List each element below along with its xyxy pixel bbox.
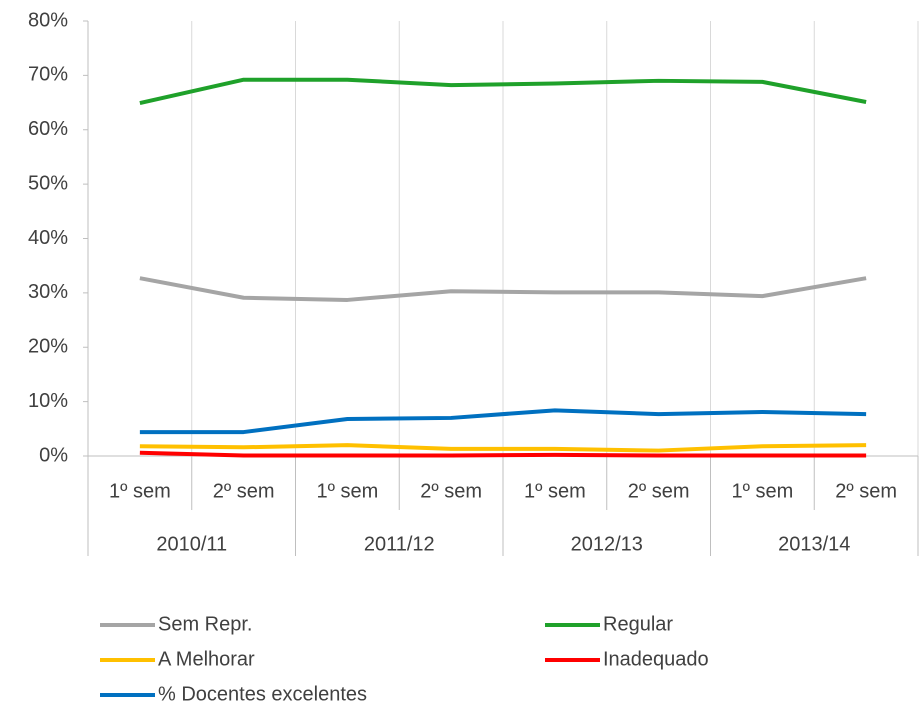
- x-tick-label: 2º sem: [420, 480, 482, 502]
- line: [139, 77, 867, 106]
- y-tick-label: 20%: [28, 336, 68, 358]
- x-tick-label: 2º sem: [835, 480, 897, 502]
- x-tick-label: 1º sem: [316, 480, 378, 502]
- legend-label: Inadequado: [603, 648, 709, 670]
- x-tick-label: 2º sem: [213, 480, 275, 502]
- x-tick-label: 1º sem: [731, 480, 793, 502]
- legend-label: A Melhorar: [158, 648, 255, 670]
- line: [139, 276, 867, 302]
- y-tick-label: 70%: [28, 64, 68, 86]
- x-tick-label: 1º sem: [109, 480, 171, 502]
- y-tick-label: 10%: [28, 390, 68, 412]
- y-tick-label: 0%: [39, 444, 68, 466]
- line: [139, 443, 867, 453]
- y-tick-label: 80%: [28, 9, 68, 31]
- line: [139, 450, 867, 458]
- legend-label: Regular: [603, 613, 673, 635]
- x-tick-label: 2º sem: [628, 480, 690, 502]
- legend-label: % Docentes excelentes: [158, 683, 367, 705]
- legend-label: Sem Repr.: [158, 613, 252, 635]
- y-tick-label: 30%: [28, 281, 68, 303]
- group-label: 2013/14: [778, 533, 850, 555]
- group-label: 2012/13: [571, 533, 643, 555]
- y-tick-label: 40%: [28, 227, 68, 249]
- group-label: 2010/11: [156, 533, 227, 555]
- line: [139, 408, 867, 435]
- group-label: 2011/12: [364, 533, 435, 555]
- y-tick-label: 50%: [28, 172, 68, 194]
- y-tick-label: 60%: [28, 118, 68, 140]
- x-tick-label: 1º sem: [524, 480, 586, 502]
